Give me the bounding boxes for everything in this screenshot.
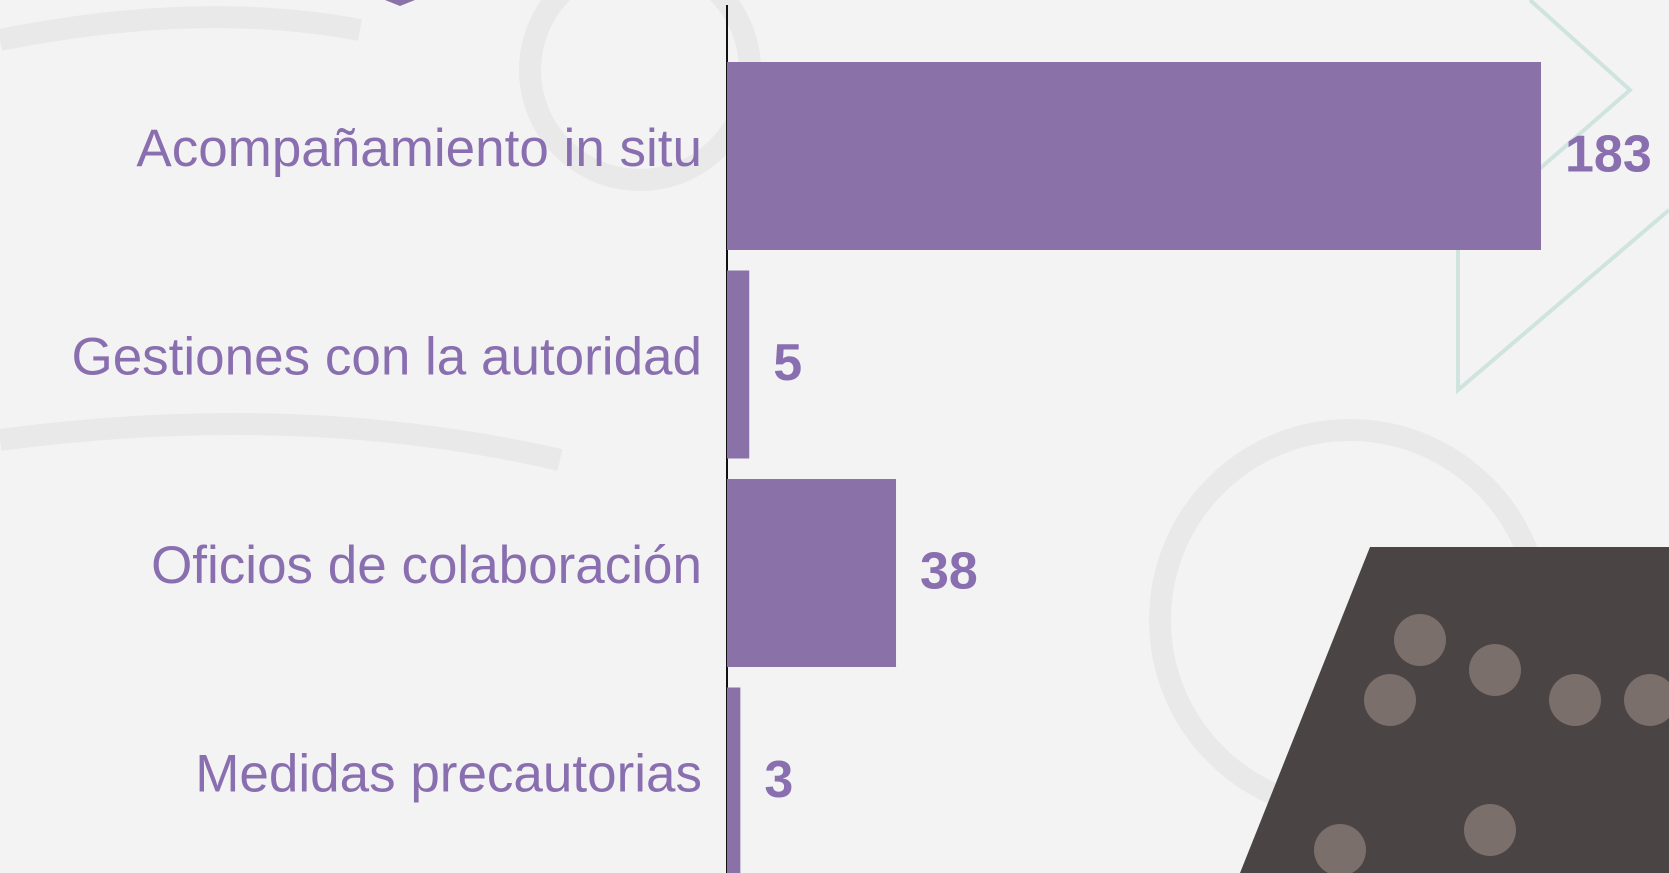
bar	[727, 62, 1541, 250]
category-label: Oficios de colaboración	[151, 536, 702, 595]
photo	[1240, 547, 1669, 873]
category-label: Acompañamiento in situ	[136, 119, 702, 178]
category-label: Gestiones con la autoridad	[71, 328, 702, 387]
value-label: 38	[920, 543, 978, 601]
value-label: 5	[773, 334, 802, 392]
bar	[727, 270, 750, 459]
value-label: 183	[1565, 126, 1652, 184]
decor-shape	[385, 0, 415, 6]
bar	[727, 479, 897, 667]
category-label: Medidas precautorias	[195, 745, 702, 804]
value-label: 3	[764, 751, 793, 809]
bar	[727, 687, 741, 873]
photo-figures	[1314, 614, 1669, 873]
